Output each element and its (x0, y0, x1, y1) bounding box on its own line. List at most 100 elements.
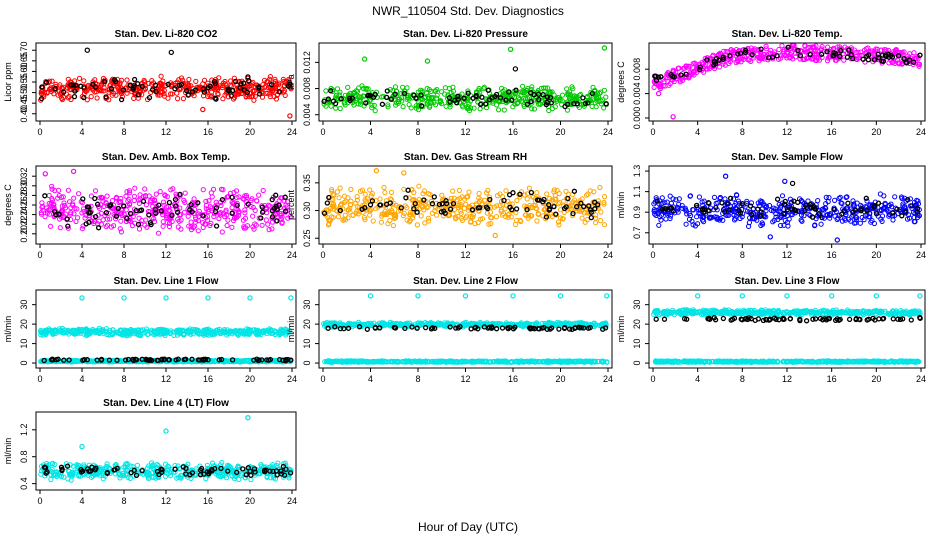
panel-title: Stan. Dev. Li-820 Temp. (732, 29, 843, 40)
data-point (524, 196, 530, 202)
x-tick-label: 0 (37, 250, 42, 260)
data-point (321, 98, 327, 105)
data-point (232, 78, 239, 85)
data-point (219, 84, 225, 91)
data-point (372, 108, 378, 114)
data-point (229, 224, 235, 230)
data-point (174, 90, 180, 96)
data-point (603, 94, 609, 100)
data-point (774, 196, 781, 202)
data-point (348, 90, 354, 96)
data-point (470, 95, 476, 101)
y-axis-label: Licor ppm (3, 62, 13, 102)
data-point (414, 222, 420, 228)
data-point (556, 222, 562, 228)
data-point (84, 47, 91, 53)
data-point (565, 195, 571, 202)
data-point (710, 53, 716, 59)
data-point (52, 208, 58, 215)
data-point (51, 91, 57, 97)
data-point (726, 60, 732, 67)
data-point (71, 195, 77, 201)
data-point (528, 86, 534, 93)
data-point (121, 295, 127, 301)
data-point (393, 102, 399, 108)
data-point (906, 57, 913, 63)
data-point (899, 213, 905, 219)
data-point (367, 187, 373, 193)
data-point (88, 193, 95, 199)
data-point (432, 88, 439, 94)
data-point (178, 81, 185, 88)
data-point (836, 195, 842, 201)
data-point (398, 95, 405, 101)
x-tick-label: 0 (320, 250, 325, 260)
data-point (564, 107, 571, 113)
data-point (658, 74, 664, 80)
data-point (450, 84, 456, 90)
data-point (210, 186, 217, 192)
data-point (846, 47, 852, 53)
x-tick-label: 12 (460, 250, 470, 260)
data-point (124, 77, 130, 83)
data-point (132, 185, 138, 191)
data-point (333, 105, 339, 111)
data-point (733, 60, 739, 66)
data-point (146, 94, 153, 101)
data-point (334, 86, 341, 92)
data-point (42, 193, 48, 199)
data-point (413, 95, 419, 101)
data-point (61, 202, 68, 209)
points (38, 168, 293, 236)
data-point (711, 59, 718, 65)
data-point (493, 214, 500, 220)
data-point (175, 96, 181, 102)
data-point (503, 188, 509, 194)
data-point (481, 84, 487, 90)
figure-title: NWR_110504 Std. Dev. Diagnostics (372, 4, 564, 18)
data-point (501, 197, 507, 204)
data-point (424, 58, 431, 64)
data-point (424, 100, 430, 106)
data-point (155, 230, 162, 236)
data-point (420, 97, 426, 103)
data-point (115, 84, 121, 91)
data-point (119, 94, 126, 100)
data-point (383, 201, 390, 207)
data-point (379, 101, 386, 107)
data-point (758, 46, 764, 52)
data-point (845, 200, 851, 206)
data-point (196, 84, 202, 90)
y-tick-label: 0.50 (19, 84, 29, 102)
data-point (65, 76, 71, 82)
data-point (401, 90, 408, 97)
panel-title: Stan. Dev. Li-820 CO2 (115, 29, 218, 40)
x-tick-label: 20 (245, 374, 255, 384)
data-point (797, 53, 804, 59)
data-point (81, 78, 87, 84)
points (321, 167, 608, 239)
data-point (703, 62, 709, 68)
x-tick-label: 20 (871, 127, 881, 137)
data-point (853, 49, 859, 56)
data-point (592, 87, 598, 94)
data-point (856, 55, 862, 61)
x-tick-label: 8 (740, 127, 745, 137)
data-point (809, 56, 815, 62)
data-point (330, 98, 337, 104)
data-point (100, 217, 106, 223)
data-point (212, 95, 218, 101)
x-tick-label: 12 (161, 250, 171, 260)
data-point (461, 95, 467, 101)
data-point (111, 77, 118, 83)
data-point (52, 188, 58, 194)
data-point (917, 52, 923, 58)
x-tick-label: 12 (161, 374, 171, 384)
data-point (247, 295, 253, 301)
data-point (683, 71, 689, 77)
data-point (865, 57, 872, 63)
data-point (597, 90, 603, 96)
data-point (139, 83, 145, 90)
data-point (574, 101, 580, 107)
